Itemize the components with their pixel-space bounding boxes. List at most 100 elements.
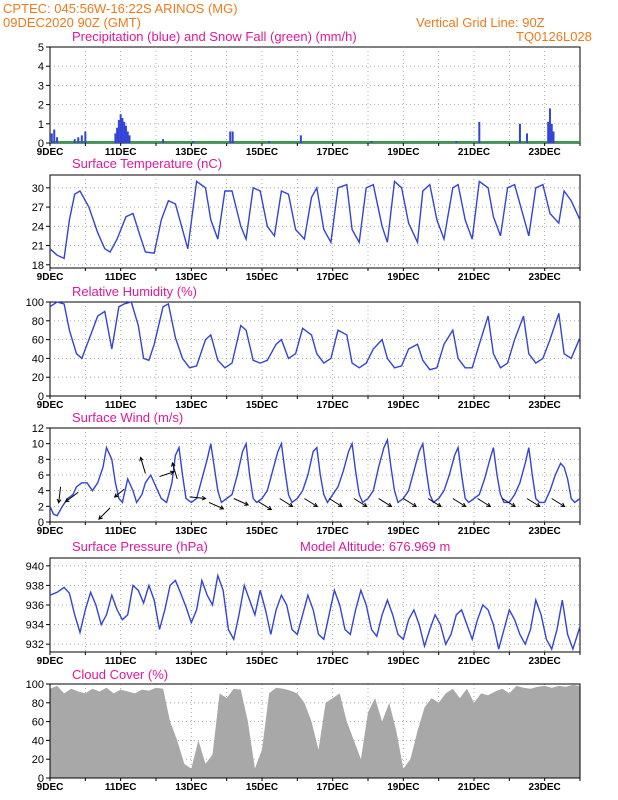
precip-title: Precipitation (blue) and Snow Fall (gree… (72, 29, 357, 44)
header-run-date: 09DEC2020 90Z (GMT) (3, 15, 141, 30)
wind-arrow-head (362, 502, 368, 508)
humidity-ytick-label: 100 (26, 297, 44, 309)
wind-arrow (452, 498, 466, 507)
precip-bar (84, 131, 87, 143)
cloud-panel (46, 683, 581, 781)
pressure-xtick-label: 23DEC (529, 656, 561, 667)
precip-bar (547, 121, 550, 143)
precip-bar (268, 141, 271, 143)
precip-bar (114, 133, 117, 143)
pressure-series-line (49, 572, 581, 652)
precip-bar (526, 133, 528, 143)
precip-bar (518, 123, 521, 143)
temperature-ytick-label: 18 (32, 260, 44, 272)
temperature-xtick-label: 19DEC (387, 272, 419, 283)
header-grid-line-note: Vertical Grid Line: 90Z (416, 15, 545, 30)
precip-xtick-label: 15DEC (246, 147, 278, 158)
wind-ytick-label: 0 (38, 517, 44, 529)
wind-arrow-head (560, 502, 566, 508)
temperature-ytick-label: 21 (32, 241, 44, 253)
cloud-cover-area (50, 684, 580, 778)
wind-arrow-head (486, 502, 492, 508)
humidity-ytick-label: 40 (32, 353, 44, 365)
cloud-ytick-label: 0 (38, 773, 44, 785)
precip-bar (56, 137, 59, 143)
precip-bar (128, 135, 131, 143)
humidity-ytick-label: 0 (38, 391, 44, 403)
wind-arrow (427, 498, 442, 507)
precip-ytick-label: 4 (38, 61, 44, 73)
precip-bar (116, 127, 119, 143)
precip-bar (123, 121, 126, 143)
precip-bar (455, 141, 458, 143)
pressure-xtick-label: 15DEC (246, 656, 278, 667)
wind-arrow-head (461, 502, 467, 508)
wind-arrow (58, 486, 62, 503)
temperature-series-line (49, 179, 581, 260)
precip-bar (117, 119, 120, 143)
cloud-ytick-label: 60 (32, 717, 44, 729)
wind-arrow-head (387, 502, 393, 508)
wind-arrow (403, 498, 417, 507)
precip-xtick-label: 23DEC (529, 147, 561, 158)
precip-bar (229, 131, 232, 143)
wind-arrow-head (288, 502, 294, 508)
humidity-xtick-label: 21DEC (458, 400, 490, 411)
precip-bar (552, 131, 555, 143)
wind-title: Surface Wind (m/s) (72, 410, 183, 425)
precip-bar (126, 131, 129, 143)
precip-bar (77, 137, 80, 143)
humidity-panel (46, 301, 581, 399)
temperature-xtick-label: 11DEC (105, 272, 137, 283)
wind-arrow (477, 498, 491, 507)
temperature-xtick-label: 23DEC (529, 272, 561, 283)
header-model-code: TQ0126L028 (516, 29, 592, 44)
wind-xtick-label: 23DEC (529, 526, 561, 537)
wind-arrow (502, 498, 516, 507)
pressure-panel (46, 557, 581, 655)
humidity-xtick-label: 17DEC (317, 400, 349, 411)
wind-xtick-label: 19DEC (387, 526, 419, 537)
precip-xtick-label: 13DEC (175, 147, 207, 158)
wind-arrow (551, 498, 565, 507)
wind-ytick-label: 4 (38, 486, 44, 498)
precip-ytick-label: 0 (38, 138, 44, 150)
wind-arrow-head (98, 515, 103, 520)
temperature-xtick-label: 13DEC (175, 272, 207, 283)
precip-frame (49, 46, 581, 144)
wind-arrow-head (412, 502, 417, 508)
wind-ytick-label: 2 (38, 501, 44, 513)
wind-arrow-head (244, 501, 250, 506)
wind-xtick-label: 9DEC (37, 526, 64, 537)
humidity-ytick-label: 60 (32, 335, 44, 347)
temperature-ytick-label: 30 (32, 183, 44, 195)
precip-ytick-label: 1 (38, 119, 44, 131)
temperature-xtick-label: 17DEC (317, 272, 349, 283)
humidity-xtick-label: 19DEC (387, 400, 419, 411)
wind-arrow (208, 501, 224, 510)
precip-ytick-label: 5 (38, 42, 44, 54)
wind-xtick-label: 15DEC (246, 526, 278, 537)
precip-xtick-label: 9DEC (37, 147, 64, 158)
wind-ytick-label: 6 (38, 470, 44, 482)
precip-xtick-label: 21DEC (458, 147, 490, 158)
humidity-ytick-label: 80 (32, 316, 44, 328)
cloud-ytick-label: 80 (32, 698, 44, 710)
humidity-xtick-label: 23DEC (529, 400, 561, 411)
humidity-xtick-label: 15DEC (246, 400, 278, 411)
wind-arrow (328, 498, 343, 507)
cloud-xtick-label: 19DEC (387, 782, 419, 793)
pressure-ytick-label: 932 (26, 639, 44, 651)
wind-arrow-head (535, 502, 541, 508)
cloud-ytick-label: 40 (32, 735, 44, 747)
wind-arrow (258, 501, 272, 511)
pressure-xtick-label: 13DEC (175, 656, 207, 667)
temperature-ytick-label: 27 (32, 202, 44, 214)
precip-bar (121, 118, 124, 143)
precip-bar (548, 108, 551, 143)
precip-panel (46, 46, 581, 146)
humidity-ytick-label: 20 (32, 372, 44, 384)
temperature-xtick-label: 9DEC (37, 272, 64, 283)
pressure-ytick-label: 940 (26, 561, 44, 573)
